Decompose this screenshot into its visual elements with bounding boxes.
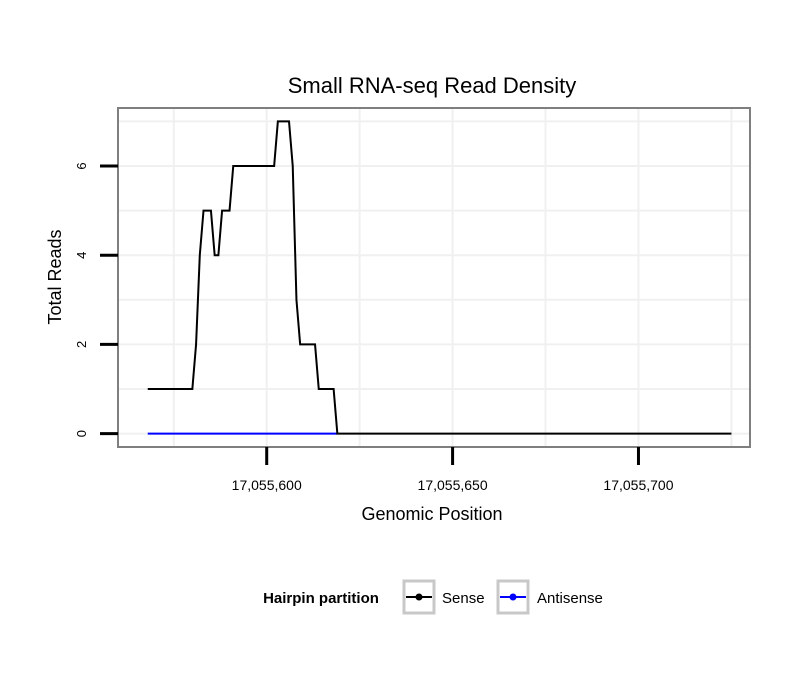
legend-title: Hairpin partition xyxy=(263,590,379,607)
x-tick-label: 17,055,600 xyxy=(232,477,302,493)
x-tick-label: 17,055,650 xyxy=(418,477,488,493)
legend-dot-antisense xyxy=(509,593,517,601)
chart-title: Small RNA-seq Read Density xyxy=(288,73,577,98)
legend-dot-sense xyxy=(415,593,423,601)
x-axis-label: Genomic Position xyxy=(361,504,502,524)
y-tick-label: 4 xyxy=(74,252,89,259)
x-tick-label: 17,055,700 xyxy=(603,477,673,493)
legend-item-sense: Sense xyxy=(402,579,485,615)
y-tick-label: 2 xyxy=(74,341,89,348)
axis-layer: 0 2 4 6 17,055,600 17,055,650 17,055,700 xyxy=(74,162,674,493)
series-line-sense xyxy=(147,120,732,435)
y-axis-label: Total Reads xyxy=(45,229,65,324)
plot-border xyxy=(117,107,751,448)
grid-layer xyxy=(118,108,750,447)
legend-label-sense: Sense xyxy=(442,590,485,607)
y-tick-label: 6 xyxy=(74,162,89,169)
series-layer xyxy=(147,120,732,435)
legend-item-antisense: Antisense xyxy=(496,579,603,615)
legend: Hairpin partition Sense Antisense xyxy=(263,579,603,615)
plot-panel xyxy=(118,108,750,447)
y-tick-label: 0 xyxy=(74,430,89,437)
legend-label-antisense: Antisense xyxy=(537,590,603,607)
